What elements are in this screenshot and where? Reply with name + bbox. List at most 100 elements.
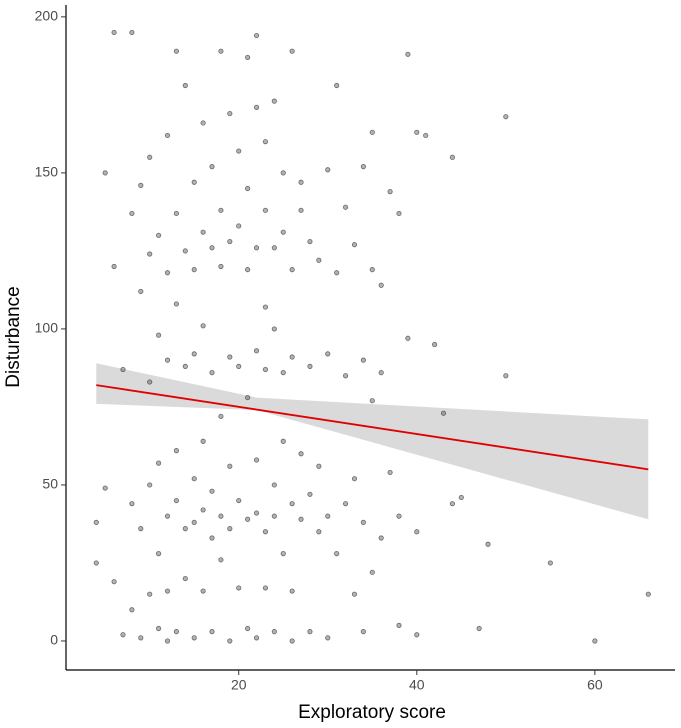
point <box>298 451 304 457</box>
x-tick-label: 20 <box>231 677 247 693</box>
point <box>182 526 188 532</box>
y-tick-label: 50 <box>42 476 58 492</box>
y-tick-label: 0 <box>50 632 58 648</box>
point <box>173 210 180 217</box>
point <box>164 270 171 276</box>
point <box>458 494 464 501</box>
point <box>298 207 304 213</box>
point <box>164 513 171 519</box>
point <box>476 625 482 632</box>
point <box>227 638 233 644</box>
point <box>253 245 260 251</box>
point <box>396 513 402 519</box>
point <box>645 591 651 597</box>
point <box>155 232 162 238</box>
point <box>485 541 491 547</box>
point <box>503 114 509 120</box>
point <box>200 323 206 329</box>
point <box>129 29 135 36</box>
point <box>316 257 322 263</box>
point <box>191 179 197 185</box>
point <box>280 229 286 235</box>
point <box>432 341 438 348</box>
point <box>236 497 242 504</box>
point <box>360 519 366 525</box>
point <box>218 413 224 419</box>
point <box>396 622 402 628</box>
point <box>245 516 251 522</box>
point <box>209 164 215 170</box>
point <box>325 167 331 173</box>
point <box>93 519 99 525</box>
point <box>351 242 358 248</box>
point <box>129 607 135 613</box>
point <box>262 304 269 310</box>
point <box>262 585 269 591</box>
point <box>245 625 251 632</box>
point <box>253 510 260 516</box>
point <box>325 351 331 357</box>
point <box>218 513 224 519</box>
point <box>271 482 277 488</box>
point <box>307 491 313 497</box>
point <box>218 48 224 54</box>
point <box>334 551 340 557</box>
point <box>182 363 188 369</box>
point <box>138 288 144 295</box>
point <box>200 588 206 594</box>
point <box>155 551 162 557</box>
point <box>147 482 153 488</box>
point <box>271 245 277 251</box>
point <box>164 638 171 644</box>
point <box>155 625 162 632</box>
point <box>245 185 251 192</box>
point <box>280 438 286 444</box>
point <box>200 229 206 235</box>
point <box>280 370 286 376</box>
point <box>423 132 429 139</box>
point <box>271 629 277 635</box>
point <box>182 575 188 582</box>
point <box>342 204 349 210</box>
point <box>147 379 153 385</box>
point <box>164 132 171 139</box>
point <box>191 351 197 357</box>
point <box>93 560 99 566</box>
point <box>342 501 349 507</box>
point <box>262 529 269 535</box>
point <box>387 469 393 476</box>
point <box>253 635 260 641</box>
point <box>209 370 215 376</box>
point <box>369 398 375 404</box>
point <box>378 370 384 376</box>
point <box>227 110 233 117</box>
point <box>218 263 224 270</box>
point <box>298 179 304 185</box>
point <box>307 629 313 635</box>
point <box>147 591 153 597</box>
point <box>369 267 375 273</box>
point <box>262 139 269 145</box>
point <box>245 394 251 401</box>
point <box>111 263 117 270</box>
point <box>369 129 375 135</box>
point <box>191 267 197 273</box>
point <box>173 48 180 54</box>
point <box>360 164 366 170</box>
x-tick-label: 40 <box>409 677 425 693</box>
point <box>289 638 295 644</box>
point <box>227 354 233 360</box>
point <box>102 170 108 176</box>
point <box>316 463 322 469</box>
point <box>200 438 206 444</box>
point <box>182 248 188 254</box>
point <box>307 238 313 245</box>
point <box>289 354 295 360</box>
point <box>111 579 117 585</box>
confidence-band <box>96 363 649 520</box>
point <box>253 104 260 110</box>
point <box>360 357 366 363</box>
point <box>129 210 135 217</box>
point <box>360 629 366 635</box>
